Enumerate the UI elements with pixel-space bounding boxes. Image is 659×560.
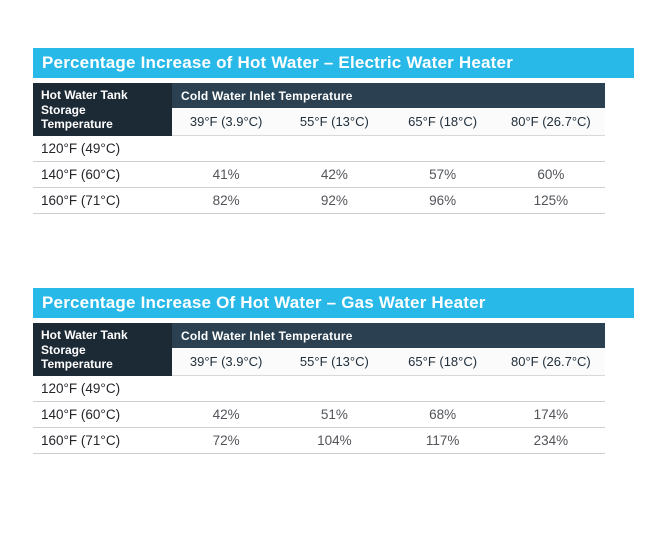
table-cell: 57%: [429, 167, 457, 182]
gas-table-header: Hot Water Tank Storage Temperature Cold …: [33, 323, 605, 376]
column-header: 55°F (13°C): [299, 114, 369, 129]
table-cell: 60%: [537, 167, 565, 182]
gas-table-grid: Hot Water Tank Storage Temperature Cold …: [33, 323, 605, 454]
column-group-header: Cold Water Inlet Temperature: [172, 83, 605, 108]
table-cell: 96%: [429, 193, 457, 208]
column-group-label: Cold Water Inlet Temperature: [181, 88, 353, 103]
table-row: 120°F (49°C): [33, 136, 605, 162]
electric-heater-table: Percentage Increase of Hot Water – Elect…: [33, 48, 634, 214]
electric-table-title: Percentage Increase of Hot Water – Elect…: [42, 53, 514, 72]
electric-table-title-bar: Percentage Increase of Hot Water – Elect…: [33, 48, 634, 78]
electric-table-grid: Hot Water Tank Storage Temperature Cold …: [33, 83, 605, 214]
column-header: 65°F (18°C): [408, 354, 478, 369]
column-subheader-row: 39°F (3.9°C) 55°F (13°C) 65°F (18°C) 80°…: [172, 348, 605, 376]
table-row: 140°F (60°C) 41% 42% 57% 60%: [33, 162, 605, 188]
table-row: 160°F (71°C) 72% 104% 117% 234%: [33, 428, 605, 454]
table-cell: 42%: [212, 407, 240, 422]
table-cell: [389, 376, 497, 401]
table-cell: 125%: [533, 193, 569, 208]
table-cell: 234%: [533, 433, 569, 448]
column-subheader-row: 39°F (3.9°C) 55°F (13°C) 65°F (18°C) 80°…: [172, 108, 605, 136]
table-cell: 82%: [212, 193, 240, 208]
electric-table-header: Hot Water Tank Storage Temperature Cold …: [33, 83, 605, 136]
table-cell: 42%: [320, 167, 348, 182]
table-cell: 174%: [533, 407, 569, 422]
table-cell: 72%: [212, 433, 240, 448]
table-cell: [280, 136, 388, 161]
column-header: 55°F (13°C): [299, 354, 369, 369]
column-header: 39°F (3.9°C): [189, 114, 263, 129]
table-cell: [497, 136, 605, 161]
table-cell: [280, 376, 388, 401]
column-header: 39°F (3.9°C): [189, 354, 263, 369]
row-header-cell: Hot Water Tank Storage Temperature: [33, 83, 172, 136]
row-label: 120°F (49°C): [41, 141, 121, 156]
row-label: 160°F (71°C): [41, 433, 121, 448]
table-cell: 68%: [429, 407, 457, 422]
column-header: 80°F (26.7°C): [510, 114, 591, 129]
table-cell: 92%: [320, 193, 348, 208]
table-cell: [172, 136, 280, 161]
row-label: 120°F (49°C): [41, 381, 121, 396]
row-header-cell: Hot Water Tank Storage Temperature: [33, 323, 172, 376]
gas-table-title-bar: Percentage Increase Of Hot Water – Gas W…: [33, 288, 634, 318]
column-header: 65°F (18°C): [408, 114, 478, 129]
table-cell: 41%: [212, 167, 240, 182]
row-label: 140°F (60°C): [41, 167, 121, 182]
table-cell: 117%: [425, 433, 460, 448]
column-group-label: Cold Water Inlet Temperature: [181, 328, 353, 343]
column-header-area: Cold Water Inlet Temperature 39°F (3.9°C…: [172, 83, 605, 136]
table-row: 140°F (60°C) 42% 51% 68% 174%: [33, 402, 605, 428]
row-label: 160°F (71°C): [41, 193, 121, 208]
table-cell: 104%: [317, 433, 352, 448]
table-cell: [172, 376, 280, 401]
column-header-area: Cold Water Inlet Temperature 39°F (3.9°C…: [172, 323, 605, 376]
row-header-label: Hot Water Tank Storage Temperature: [41, 88, 128, 132]
table-row: 120°F (49°C): [33, 376, 605, 402]
table-row: 160°F (71°C) 82% 92% 96% 125%: [33, 188, 605, 214]
row-header-label: Hot Water Tank Storage Temperature: [41, 328, 128, 372]
column-group-header: Cold Water Inlet Temperature: [172, 323, 605, 348]
column-header: 80°F (26.7°C): [510, 354, 591, 369]
table-cell: 51%: [320, 407, 348, 422]
table-cell: [389, 136, 497, 161]
row-label: 140°F (60°C): [41, 407, 121, 422]
table-cell: [497, 376, 605, 401]
gas-heater-table: Percentage Increase Of Hot Water – Gas W…: [33, 288, 634, 454]
gas-table-title: Percentage Increase Of Hot Water – Gas W…: [42, 293, 486, 312]
